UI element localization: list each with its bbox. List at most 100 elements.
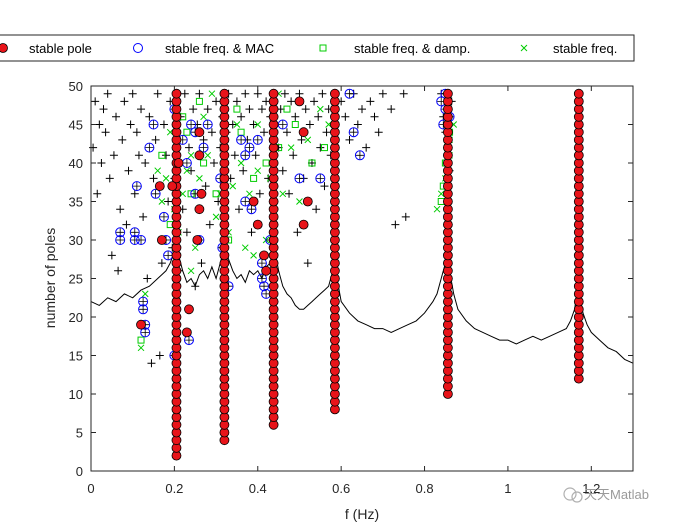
unstable-pole-mark [345,135,354,144]
unstable-pole-mark [162,151,171,160]
stable-freq-mark [433,205,441,213]
unstable-pole-mark [366,97,375,106]
x-tick-label: 1.2 [582,481,600,496]
stable-pole-mark [573,88,584,99]
stable-damp-mark [183,128,191,136]
stable-mac-mark [244,142,255,153]
stable-freq-mark [154,167,162,175]
stable-freq-mark [279,190,287,198]
stable-pole-mark [156,235,167,245]
stable-damp-mark [283,105,291,113]
unstable-pole-mark [99,105,108,114]
legend-label-stable-pole: stable pole [29,41,92,56]
stable-mac-cross [278,120,287,129]
unstable-pole-mark [297,135,306,144]
stable-freq-mark [212,213,220,221]
stable-mac-cross [241,151,250,160]
stable-freq-mark [233,121,241,128]
legend-item-freq: stable freq. [520,41,617,56]
stable-mac-cross [139,305,148,314]
stable-mac-cross [130,228,139,237]
unstable-pole-mark [282,128,291,137]
stable-mac-cross [257,274,266,283]
unstable-pole-mark [91,97,100,106]
stable-freq-mark [196,175,203,182]
stable-mac-mark [115,235,126,245]
legend-item-stable-pole: stable pole [0,41,92,56]
stable-damp-mark [320,144,328,152]
stable-mac-mark [240,150,251,161]
stable-pole-mark [196,188,207,199]
unstable-pole-mark [205,220,214,229]
stable-mac-cross [253,135,262,144]
stable-mac-mark [344,88,355,99]
stable-freq-mark [183,167,191,175]
unstable-pole-mark [103,89,112,98]
unstable-pole-mark [203,105,212,114]
unstable-pole-mark [239,166,248,175]
stable-pole-mark [298,219,309,230]
unstable-pole-mark [130,189,139,198]
stable-mac-mark [144,142,155,153]
stable-pole-mark [252,219,263,230]
stable-mac-mark [252,134,263,145]
y-tick-label: 5 [76,426,83,441]
stable-damp-mark [308,159,316,167]
stable-pole-mark [329,88,340,99]
y-axis-label: number of poles [42,228,58,328]
stable-mac-mark [150,188,161,199]
stable-mac-cross [295,174,304,183]
unstable-pole-mark [118,135,127,144]
stable-mac-cross [316,174,325,183]
stable-freq-mark [304,136,312,144]
unstable-pole-mark [301,105,310,114]
stable-pole-mark [294,96,305,107]
stable-pole-mark [194,127,205,138]
y-tick-label: 40 [69,156,83,171]
stable-mac-cross [137,236,146,244]
y-tick-label: 10 [69,387,83,402]
stable-mac-mark [186,119,197,130]
stable-pole-mark [184,304,194,315]
stable-mac-mark [138,304,149,315]
stable-damp-mark [250,174,258,182]
unstable-pole-mark [235,205,244,214]
unstable-pole-mark [157,259,166,268]
unstable-pole-mark [237,112,246,121]
x-tick-label: 0.6 [332,481,350,496]
unstable-pole-mark [189,105,198,114]
unstable-pole-mark [209,159,218,167]
stable-mac-cross [247,205,256,214]
stable-mac-cross [159,212,168,221]
stable-freq-mark [162,175,170,182]
unstable-pole-mark [182,228,191,237]
unstable-pole-mark [126,120,135,129]
stable-pole-mark [194,150,205,161]
stable-mac-mark [202,119,213,130]
stable-freq-mark [254,167,262,175]
unstable-pole-mark [145,112,154,121]
unstable-pole-mark [251,151,260,160]
stable-freq-mark [200,113,207,121]
unstable-pole-mark [151,135,160,144]
unstable-pole-mark [153,89,162,98]
stable-freq-mark [246,190,253,198]
stable-mac-cross [149,120,158,129]
unstable-pole-mark [249,120,258,129]
stable-freq-mark [191,244,199,252]
marks-layer [89,88,584,461]
unstable-pole-mark [370,112,379,121]
unstable-pole-mark [143,274,152,283]
stable-pole-mark [268,88,279,99]
stable-pole-mark [192,235,203,245]
legend-marker-freq [520,44,528,52]
x-tick-label: 0.2 [165,481,183,496]
x-axis-label: f (Hz) [345,506,379,522]
stable-pole-mark [171,88,182,99]
stable-mac-cross [199,143,208,152]
unstable-pole-mark [95,120,104,129]
stable-freq-mark [187,151,195,159]
stable-mac-cross [245,143,254,152]
unstable-pole-mark [232,97,241,106]
unstable-pole-mark [137,105,146,114]
